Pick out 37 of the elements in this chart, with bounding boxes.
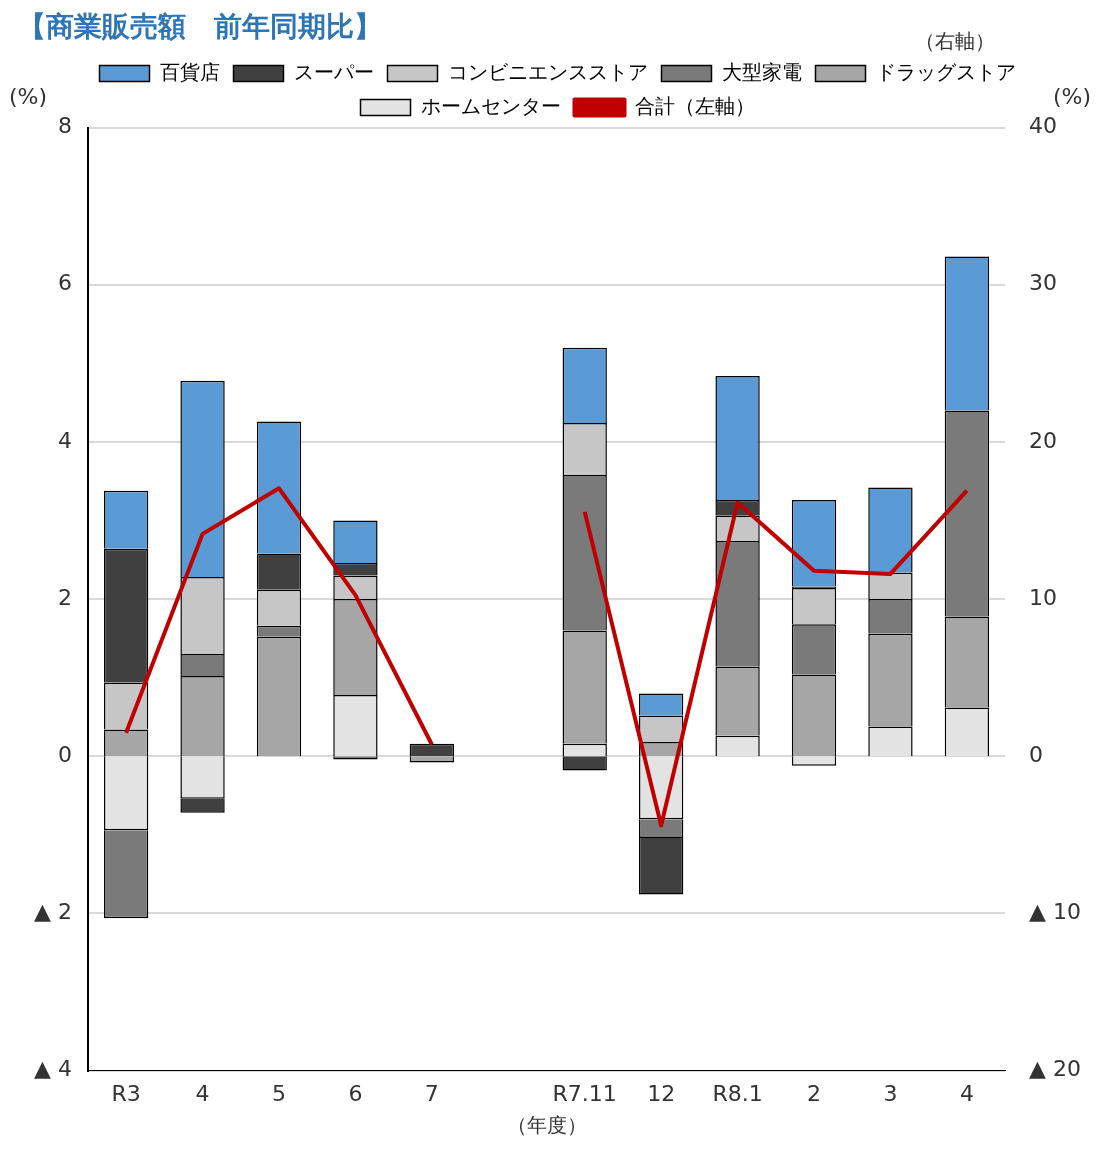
legend-label: ホームセンター (420, 93, 561, 118)
y-tick-label: ▲ 4 (33, 1056, 72, 1082)
x-tick-label: 4 (195, 1080, 210, 1106)
x-tick-label: 5 (271, 1080, 286, 1106)
text: （右軸） (915, 28, 996, 53)
y-tick-label: 2 (57, 584, 72, 610)
y-axis-title: (%) (8, 84, 48, 110)
legend-label: スーパー (293, 59, 374, 84)
x-tick-label: 12 (647, 1080, 676, 1106)
y-tick-label: 4 (57, 427, 72, 453)
legend-label: 大型家電 (721, 59, 802, 84)
y2-tick-label: 0 (1029, 741, 1044, 767)
chart-title: 【商業販売額 前年同期比】 (18, 10, 382, 44)
y2-tick-label: 20 (1029, 427, 1058, 453)
x-tick-label: 3 (883, 1080, 898, 1106)
y2-tick-label: ▲ 20 (1029, 1056, 1081, 1082)
legend-label: ドラッグストア (875, 59, 1016, 84)
y2-tick-label: 40 (1029, 113, 1058, 139)
y-tick-label: ▲ 2 (33, 899, 72, 925)
x-tick-label: 7 (424, 1080, 439, 1106)
y-tick-label: 8 (57, 113, 72, 139)
legend-label: 百貨店 (159, 59, 220, 84)
legend-label: コンビニエンスストア (447, 59, 648, 84)
legend-label: 合計（左軸） (634, 93, 755, 118)
x-tick-label: 6 (348, 1080, 363, 1106)
y-tick-label: 0 (57, 741, 72, 767)
x-tick-label: 4 (959, 1080, 974, 1106)
x-tick-label: R8.1 (712, 1080, 763, 1106)
x-tick-label: 2 (807, 1080, 822, 1106)
y2-tick-label: 30 (1029, 270, 1058, 296)
y2-tick-label: ▲ 10 (1029, 899, 1081, 925)
y2-axis-title: (%) (1052, 84, 1092, 110)
y-tick-label: 6 (57, 270, 72, 296)
y2-tick-label: 10 (1029, 584, 1058, 610)
x-tick-label: R3 (111, 1080, 141, 1106)
x-tick-label: R7.11 (552, 1080, 617, 1106)
x-axis-title: （年度） (506, 1113, 587, 1138)
